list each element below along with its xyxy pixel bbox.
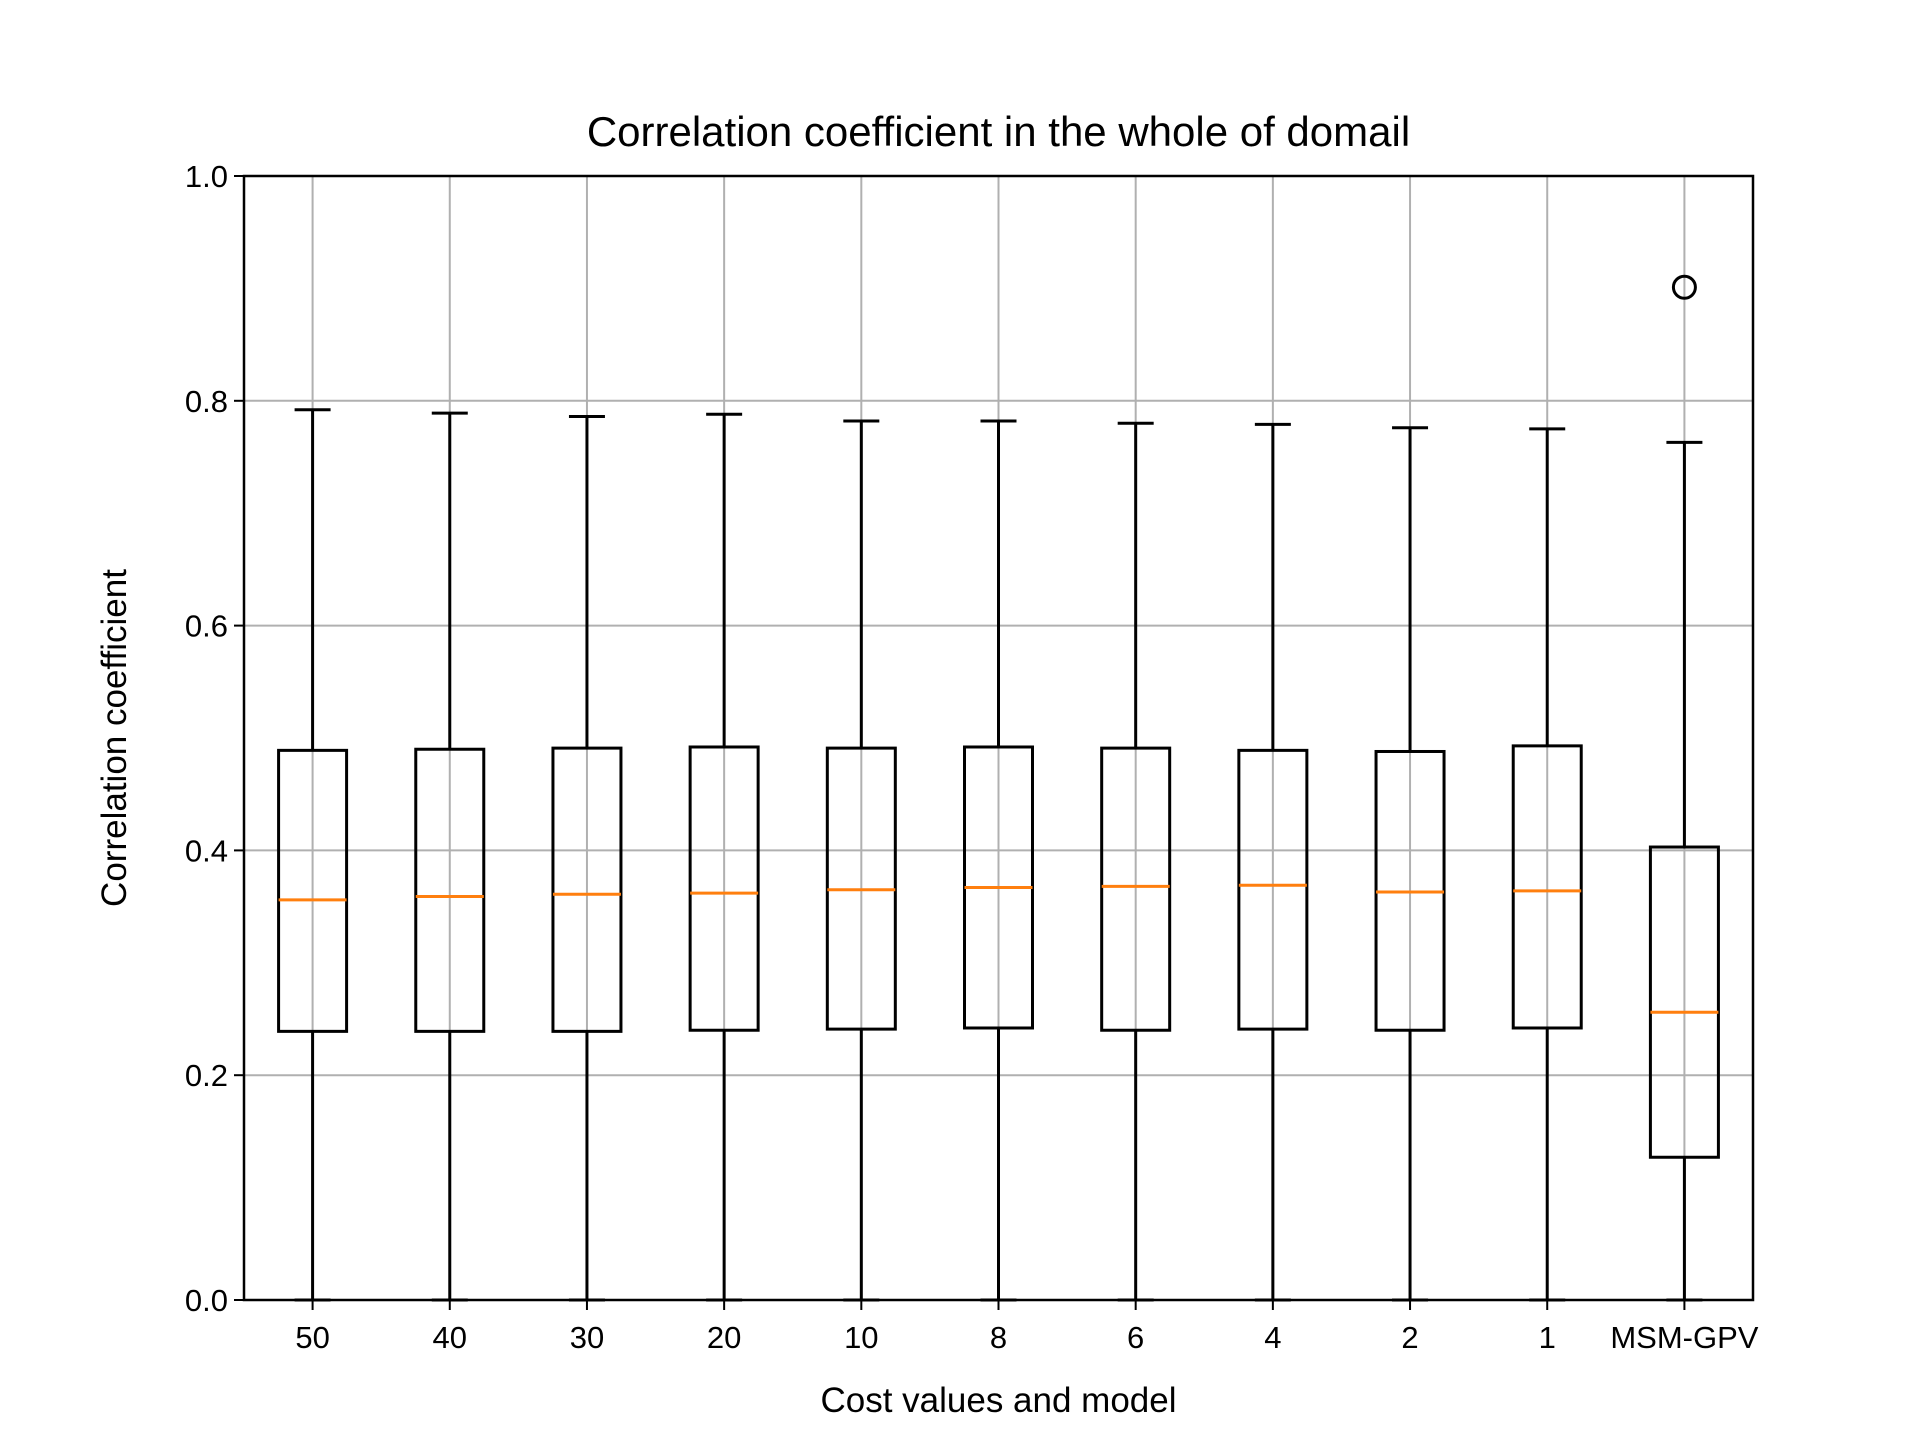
x-tick-label: 40	[433, 1320, 467, 1355]
x-tick-label: 4	[1264, 1320, 1281, 1355]
x-tick-label: MSM-GPV	[1610, 1320, 1758, 1355]
y-tick-label: 0.0	[185, 1283, 228, 1318]
y-tick-label: 0.2	[185, 1058, 228, 1093]
box-plots	[277, 274, 1720, 1302]
x-tick-label: 1	[1539, 1320, 1556, 1355]
box-plot-50	[277, 408, 349, 1302]
x-tick-label: 10	[844, 1320, 878, 1355]
y-tick-label: 0.6	[185, 609, 228, 644]
x-tick-label: 50	[295, 1320, 329, 1355]
x-tick-label: 6	[1127, 1320, 1144, 1355]
x-tick-label: 20	[707, 1320, 741, 1355]
iqr-box	[1648, 845, 1720, 1159]
iqr-box	[1511, 744, 1583, 1030]
iqr-box	[688, 745, 760, 1032]
y-tick-label: 1.0	[185, 159, 228, 194]
y-axis-label: Correlation coefficient	[95, 569, 134, 907]
box-plot-6	[1100, 421, 1172, 1302]
box-plot-40	[414, 411, 486, 1302]
y-tick-label: 0.4	[185, 833, 228, 868]
x-tick-label: 8	[990, 1320, 1007, 1355]
outlier-point	[1671, 274, 1697, 300]
iqr-box	[1100, 746, 1172, 1032]
x-axis-label: Cost values and model	[820, 1381, 1176, 1420]
iqr-box	[414, 747, 486, 1033]
iqr-box	[1237, 748, 1309, 1031]
box-plot-1	[1511, 427, 1583, 1302]
y-tick-label: 0.8	[185, 384, 228, 419]
chart-title: Correlation coefficient in the whole of …	[587, 108, 1410, 155]
iqr-box	[277, 748, 349, 1033]
box-plot-20	[688, 412, 760, 1302]
x-tick-label: 30	[570, 1320, 604, 1355]
iqr-box	[551, 746, 623, 1033]
x-tick-label: 2	[1401, 1320, 1418, 1355]
axis-ticks: 0.0 0.2 0.4 0.6 0.8 1.0 50 40 30 20 10 8 6 4 2 1 MSM-GPV	[185, 159, 1759, 1355]
box-plot-2	[1374, 426, 1446, 1302]
box-plot-10	[825, 419, 897, 1302]
